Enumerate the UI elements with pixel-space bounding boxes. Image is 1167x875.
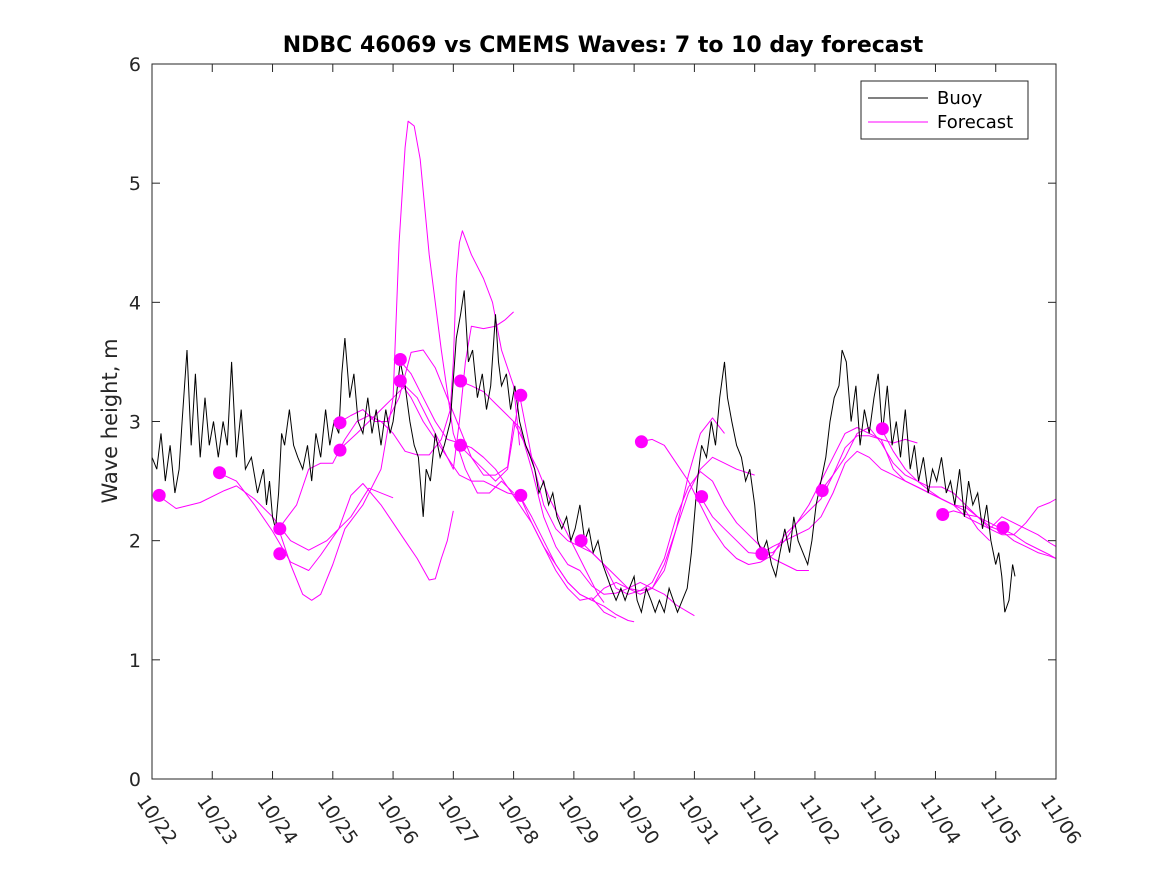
y-tick-label: 2 — [129, 531, 141, 553]
forecast-line — [880, 428, 1057, 559]
legend-buoy-label: Buoy — [937, 88, 983, 109]
forecast-marker — [695, 490, 709, 504]
y-tick-label: 6 — [129, 54, 141, 76]
y-axis-label: Wave height, m — [98, 338, 122, 503]
y-tick-labels: 0 1 2 3 4 5 6 — [129, 54, 141, 791]
forecast-marker — [333, 443, 347, 457]
legend-forecast-label: Forecast — [937, 112, 1013, 133]
forecast-line — [640, 435, 918, 565]
forecast-marker — [996, 521, 1010, 535]
forecast-line — [820, 427, 1057, 536]
forecast-line — [218, 472, 454, 581]
chart-title: NDBC 46069 vs CMEMS Waves: 7 to 10 day f… — [283, 33, 924, 58]
y-tick-label: 4 — [129, 292, 141, 314]
forecast-marker — [514, 388, 528, 402]
forecast-marker — [273, 522, 287, 536]
forecast-marker — [875, 422, 889, 436]
forecast-marker — [333, 416, 347, 430]
forecast-line — [519, 456, 755, 601]
forecast-line — [278, 230, 521, 530]
forecast-marker — [454, 374, 468, 388]
legend: Buoy Forecast — [860, 80, 1029, 140]
forecast-line — [278, 120, 514, 601]
y-tick-label: 5 — [129, 173, 141, 195]
axes-box — [151, 63, 1057, 780]
forecast-marker — [634, 435, 648, 449]
forecast-marker — [755, 547, 769, 561]
forecast-marker — [152, 488, 166, 502]
forecast-line — [398, 359, 617, 619]
forecast-marker — [454, 438, 468, 452]
forecast-marker — [393, 374, 407, 388]
forecast-marker — [393, 353, 407, 366]
forecast-marker — [273, 547, 287, 561]
legend-box — [860, 80, 1029, 140]
forecast-marker — [213, 466, 226, 480]
y-tick-label: 3 — [129, 412, 141, 434]
y-tick-label: 0 — [129, 769, 141, 791]
buoy-line — [151, 290, 1016, 615]
series-layer — [151, 120, 1057, 623]
forecast-line — [760, 450, 1057, 555]
plot-area — [152, 64, 1056, 779]
forecast-marker — [574, 534, 588, 548]
forecast-marker — [514, 488, 528, 502]
y-tick-label: 1 — [129, 650, 141, 672]
forecast-marker — [815, 484, 829, 498]
forecast-line — [338, 349, 605, 603]
forecast-line — [459, 380, 695, 617]
forecast-marker — [936, 508, 950, 521]
